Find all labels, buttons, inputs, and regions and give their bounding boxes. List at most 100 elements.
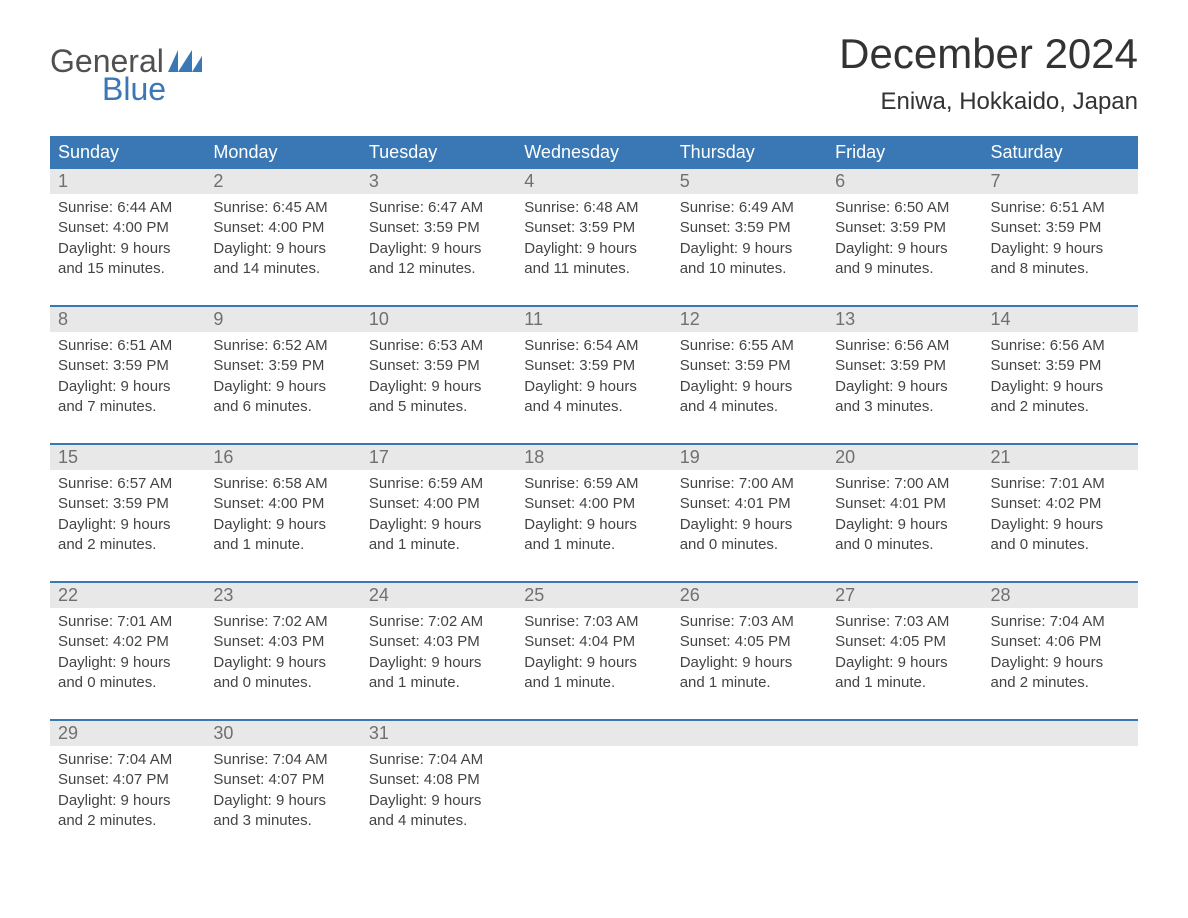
day-cell: Sunrise: 6:49 AMSunset: 3:59 PMDaylight:… <box>672 194 827 279</box>
daylight-text-1: Daylight: 9 hours <box>991 239 1130 259</box>
sunset-text: Sunset: 3:59 PM <box>369 218 508 238</box>
daylight-text-2: and 5 minutes. <box>369 397 508 417</box>
day-cell: Sunrise: 7:03 AMSunset: 4:05 PMDaylight:… <box>672 608 827 693</box>
day-cell: Sunrise: 7:03 AMSunset: 4:04 PMDaylight:… <box>516 608 671 693</box>
day-cell: Sunrise: 6:51 AMSunset: 3:59 PMDaylight:… <box>50 332 205 417</box>
page-header: General Blue December 2024 Eniwa, Hokkai… <box>50 30 1138 116</box>
day-cell: Sunrise: 6:47 AMSunset: 3:59 PMDaylight:… <box>361 194 516 279</box>
day-number: 25 <box>516 583 671 608</box>
day-number: 16 <box>205 445 360 470</box>
day-cell: Sunrise: 7:04 AMSunset: 4:07 PMDaylight:… <box>50 746 205 831</box>
day-cell <box>983 746 1138 831</box>
daylight-text-2: and 2 minutes. <box>58 811 197 831</box>
day-cell: Sunrise: 7:04 AMSunset: 4:08 PMDaylight:… <box>361 746 516 831</box>
daylight-text-2: and 0 minutes. <box>680 535 819 555</box>
day-number: 9 <box>205 307 360 332</box>
location-title: Eniwa, Hokkaido, Japan <box>839 88 1138 116</box>
sunset-text: Sunset: 4:06 PM <box>991 632 1130 652</box>
daylight-text-2: and 2 minutes. <box>58 535 197 555</box>
weekday-header: Saturday <box>983 136 1138 169</box>
daylight-text-2: and 10 minutes. <box>680 259 819 279</box>
day-cell: Sunrise: 6:45 AMSunset: 4:00 PMDaylight:… <box>205 194 360 279</box>
day-number-row: 891011121314 <box>50 305 1138 332</box>
sunset-text: Sunset: 4:02 PM <box>58 632 197 652</box>
day-body-row: Sunrise: 7:04 AMSunset: 4:07 PMDaylight:… <box>50 746 1138 857</box>
sunrise-text: Sunrise: 6:51 AM <box>58 336 197 356</box>
sunrise-text: Sunrise: 6:51 AM <box>991 198 1130 218</box>
day-cell: Sunrise: 6:55 AMSunset: 3:59 PMDaylight:… <box>672 332 827 417</box>
daylight-text-2: and 4 minutes. <box>680 397 819 417</box>
daylight-text-2: and 3 minutes. <box>213 811 352 831</box>
day-number: 18 <box>516 445 671 470</box>
daylight-text-2: and 1 minute. <box>524 535 663 555</box>
sunset-text: Sunset: 4:07 PM <box>213 770 352 790</box>
sunrise-text: Sunrise: 6:47 AM <box>369 198 508 218</box>
daylight-text-1: Daylight: 9 hours <box>213 791 352 811</box>
month-title: December 2024 <box>839 30 1138 78</box>
day-number: 10 <box>361 307 516 332</box>
day-cell: Sunrise: 6:51 AMSunset: 3:59 PMDaylight:… <box>983 194 1138 279</box>
sunset-text: Sunset: 3:59 PM <box>680 356 819 376</box>
daylight-text-2: and 1 minute. <box>369 673 508 693</box>
day-number: 15 <box>50 445 205 470</box>
daylight-text-1: Daylight: 9 hours <box>58 791 197 811</box>
day-number: 11 <box>516 307 671 332</box>
sunset-text: Sunset: 3:59 PM <box>58 494 197 514</box>
sunrise-text: Sunrise: 6:44 AM <box>58 198 197 218</box>
day-cell: Sunrise: 7:04 AMSunset: 4:06 PMDaylight:… <box>983 608 1138 693</box>
daylight-text-1: Daylight: 9 hours <box>524 239 663 259</box>
sunset-text: Sunset: 3:59 PM <box>58 356 197 376</box>
sunset-text: Sunset: 3:59 PM <box>213 356 352 376</box>
sunrise-text: Sunrise: 7:03 AM <box>524 612 663 632</box>
day-number: 28 <box>983 583 1138 608</box>
day-number: 22 <box>50 583 205 608</box>
day-number: 21 <box>983 445 1138 470</box>
sunset-text: Sunset: 3:59 PM <box>991 356 1130 376</box>
day-cell: Sunrise: 7:02 AMSunset: 4:03 PMDaylight:… <box>205 608 360 693</box>
daylight-text-2: and 2 minutes. <box>991 673 1130 693</box>
daylight-text-2: and 1 minute. <box>524 673 663 693</box>
day-number: 12 <box>672 307 827 332</box>
day-number <box>672 721 827 746</box>
day-cell: Sunrise: 6:59 AMSunset: 4:00 PMDaylight:… <box>516 470 671 555</box>
day-cell <box>516 746 671 831</box>
daylight-text-1: Daylight: 9 hours <box>835 515 974 535</box>
daylight-text-1: Daylight: 9 hours <box>369 791 508 811</box>
daylight-text-2: and 3 minutes. <box>835 397 974 417</box>
daylight-text-1: Daylight: 9 hours <box>213 377 352 397</box>
day-number: 19 <box>672 445 827 470</box>
daylight-text-2: and 0 minutes. <box>991 535 1130 555</box>
daylight-text-1: Daylight: 9 hours <box>213 653 352 673</box>
day-cell: Sunrise: 7:03 AMSunset: 4:05 PMDaylight:… <box>827 608 982 693</box>
day-cell: Sunrise: 7:04 AMSunset: 4:07 PMDaylight:… <box>205 746 360 831</box>
daylight-text-2: and 6 minutes. <box>213 397 352 417</box>
sunrise-text: Sunrise: 7:04 AM <box>369 750 508 770</box>
day-cell: Sunrise: 6:54 AMSunset: 3:59 PMDaylight:… <box>516 332 671 417</box>
sunset-text: Sunset: 4:01 PM <box>680 494 819 514</box>
weekday-header-row: Sunday Monday Tuesday Wednesday Thursday… <box>50 136 1138 169</box>
day-number: 6 <box>827 169 982 194</box>
weekday-header: Wednesday <box>516 136 671 169</box>
sunset-text: Sunset: 4:01 PM <box>835 494 974 514</box>
brand-logo: General Blue <box>50 45 202 105</box>
day-number: 3 <box>361 169 516 194</box>
day-body-row: Sunrise: 6:57 AMSunset: 3:59 PMDaylight:… <box>50 470 1138 581</box>
sunset-text: Sunset: 4:05 PM <box>835 632 974 652</box>
daylight-text-1: Daylight: 9 hours <box>369 377 508 397</box>
sunset-text: Sunset: 4:00 PM <box>369 494 508 514</box>
day-number: 17 <box>361 445 516 470</box>
sunrise-text: Sunrise: 6:59 AM <box>369 474 508 494</box>
daylight-text-2: and 9 minutes. <box>835 259 974 279</box>
daylight-text-2: and 12 minutes. <box>369 259 508 279</box>
daylight-text-1: Daylight: 9 hours <box>58 515 197 535</box>
day-body-row: Sunrise: 7:01 AMSunset: 4:02 PMDaylight:… <box>50 608 1138 719</box>
day-number: 2 <box>205 169 360 194</box>
daylight-text-1: Daylight: 9 hours <box>835 377 974 397</box>
sunrise-text: Sunrise: 7:00 AM <box>835 474 974 494</box>
sunset-text: Sunset: 3:59 PM <box>835 218 974 238</box>
daylight-text-1: Daylight: 9 hours <box>991 515 1130 535</box>
sunset-text: Sunset: 3:59 PM <box>524 218 663 238</box>
week-block: 891011121314Sunrise: 6:51 AMSunset: 3:59… <box>50 305 1138 443</box>
sunset-text: Sunset: 3:59 PM <box>680 218 819 238</box>
daylight-text-1: Daylight: 9 hours <box>680 239 819 259</box>
